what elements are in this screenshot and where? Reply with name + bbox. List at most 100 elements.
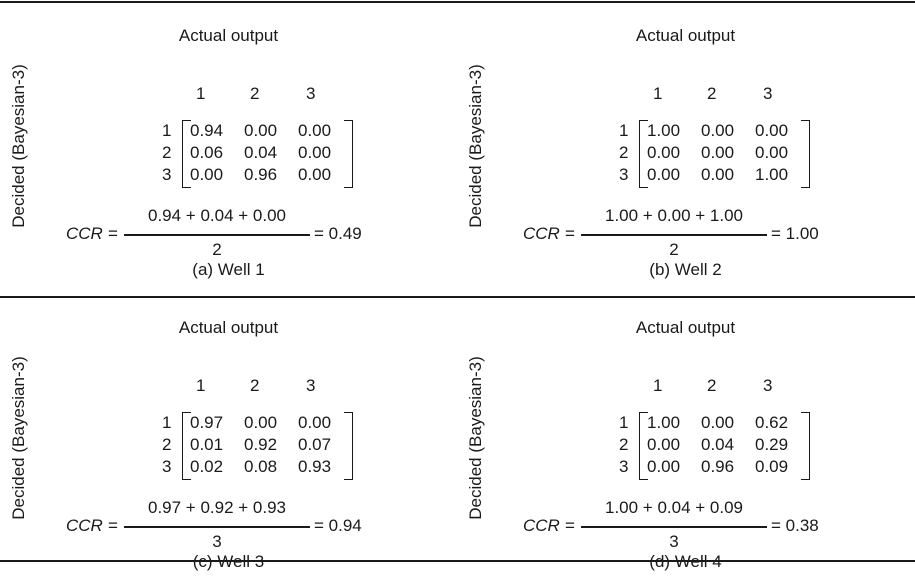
panel-title: Actual output	[635, 26, 736, 45]
matrix-left-bracket	[639, 412, 648, 480]
column-header: 2	[707, 84, 717, 103]
row-header: 1	[162, 121, 172, 140]
matrix-cell: 1.00	[647, 413, 681, 432]
ccr-result: = 1.00	[771, 224, 819, 243]
column-header: 1	[196, 376, 206, 395]
matrix-cell: 0.07	[298, 435, 332, 454]
middle-rule	[0, 296, 915, 298]
matrix-cell: 0.04	[701, 435, 735, 454]
panel-caption: (b) Well 2	[649, 260, 722, 279]
matrix-cell: 0.00	[298, 143, 332, 162]
row-header: 3	[619, 165, 629, 184]
ccr-formula: CCR = 0.94 + 0.04 + 0.00 2 = 0.49	[0, 202, 457, 262]
panel-title: Actual output	[178, 26, 279, 45]
matrix-cell: 0.00	[298, 121, 332, 140]
matrix-cell: 0.00	[701, 165, 735, 184]
matrix-right-bracket	[344, 412, 353, 480]
matrix-cell: 0.00	[701, 413, 735, 432]
column-header: 1	[653, 84, 663, 103]
ccr-result: = 0.49	[314, 224, 362, 243]
matrix-cell: 0.00	[244, 413, 278, 432]
matrix-cell: 0.29	[755, 435, 789, 454]
column-header: 3	[763, 84, 773, 103]
row-header: 1	[162, 413, 172, 432]
ccr-result: = 0.38	[771, 516, 819, 535]
row-header: 3	[162, 457, 172, 476]
panel-caption: (a) Well 1	[192, 260, 265, 279]
matrix-cell: 0.00	[647, 165, 681, 184]
matrix-cell: 0.96	[701, 457, 735, 476]
matrix-left-bracket	[639, 120, 648, 188]
matrix-right-bracket	[801, 412, 810, 480]
row-header: 2	[619, 435, 629, 454]
ccr-denominator: 2	[212, 240, 222, 259]
matrix-right-bracket	[344, 120, 353, 188]
equals-sign: =	[108, 516, 118, 535]
column-header: 1	[196, 84, 206, 103]
matrix-cell: 0.97	[190, 413, 224, 432]
ccr-numerator: 0.94 + 0.04 + 0.00	[147, 206, 286, 225]
matrix-left-bracket	[182, 120, 191, 188]
panel-title: Actual output	[635, 318, 736, 337]
matrix-panel: Actual output Decided (Bayesian-3) 1 2 3 1 2 3 1…	[457, 6, 914, 286]
row-header: 3	[619, 457, 629, 476]
column-header: 2	[707, 376, 717, 395]
matrix-cell: 0.06	[190, 143, 224, 162]
panel-caption: (d) Well 4	[649, 552, 722, 571]
fraction-bar	[581, 526, 767, 528]
matrix-cell: 0.62	[755, 413, 789, 432]
matrix-cell: 0.00	[298, 165, 332, 184]
matrix-cell: 0.00	[647, 143, 681, 162]
row-header: 1	[619, 413, 629, 432]
column-header: 1	[653, 376, 663, 395]
column-header: 2	[250, 376, 260, 395]
matrix-cell: 0.01	[190, 435, 224, 454]
fraction-bar	[581, 234, 767, 236]
bottom-rule	[0, 560, 915, 562]
matrix-panel: Actual output Decided (Bayesian-3) 1 2 3 1 2 3 0…	[0, 6, 457, 286]
ccr-formula: CCR = 1.00 + 0.04 + 0.09 3 = 0.38	[457, 494, 914, 554]
matrix-cell: 0.96	[244, 165, 278, 184]
ccr-result: = 0.94	[314, 516, 362, 535]
ccr-symbol: CCR	[523, 516, 560, 535]
fraction-bar	[124, 234, 310, 236]
matrix-cell: 0.00	[755, 121, 789, 140]
matrix-panel: Actual output Decided (Bayesian-3) 1 2 3 1 2 3 1…	[457, 298, 914, 578]
matrix-cell: 0.00	[647, 435, 681, 454]
matrix-left-bracket	[182, 412, 191, 480]
row-header: 2	[162, 143, 172, 162]
matrix-cell: 0.94	[190, 121, 224, 140]
ccr-symbol: CCR	[66, 516, 103, 535]
matrix-cell: 0.09	[755, 457, 789, 476]
fraction-bar	[124, 526, 310, 528]
matrix-cell: 0.00	[190, 165, 224, 184]
matrix-cell: 0.08	[244, 457, 278, 476]
matrix-cell: 0.00	[244, 121, 278, 140]
top-rule	[0, 1, 915, 3]
equals-sign: =	[108, 224, 118, 243]
row-header: 2	[619, 143, 629, 162]
matrix-cell: 1.00	[755, 165, 789, 184]
column-header: 3	[306, 84, 316, 103]
row-header: 3	[162, 165, 172, 184]
equals-sign: =	[565, 516, 575, 535]
matrix-cell: 0.00	[701, 121, 735, 140]
matrix-cell: 0.92	[244, 435, 278, 454]
ccr-formula: CCR = 0.97 + 0.92 + 0.93 3 = 0.94	[0, 494, 457, 554]
ccr-denominator: 3	[669, 532, 679, 551]
panel-title: Actual output	[178, 318, 279, 337]
column-header: 3	[306, 376, 316, 395]
ccr-symbol: CCR	[523, 224, 560, 243]
matrix-cell: 0.02	[190, 457, 224, 476]
equals-sign: =	[565, 224, 575, 243]
matrix-right-bracket	[801, 120, 810, 188]
matrix-panel: Actual output Decided (Bayesian-3) 1 2 3 1 2 3 0…	[0, 298, 457, 578]
ccr-symbol: CCR	[66, 224, 103, 243]
matrix-cell: 1.00	[647, 121, 681, 140]
matrix-cell: 0.00	[755, 143, 789, 162]
matrix-cell: 0.04	[244, 143, 278, 162]
matrix-cell: 0.93	[298, 457, 332, 476]
column-header: 2	[250, 84, 260, 103]
row-header: 1	[619, 121, 629, 140]
panel-caption: (c) Well 3	[192, 552, 265, 571]
